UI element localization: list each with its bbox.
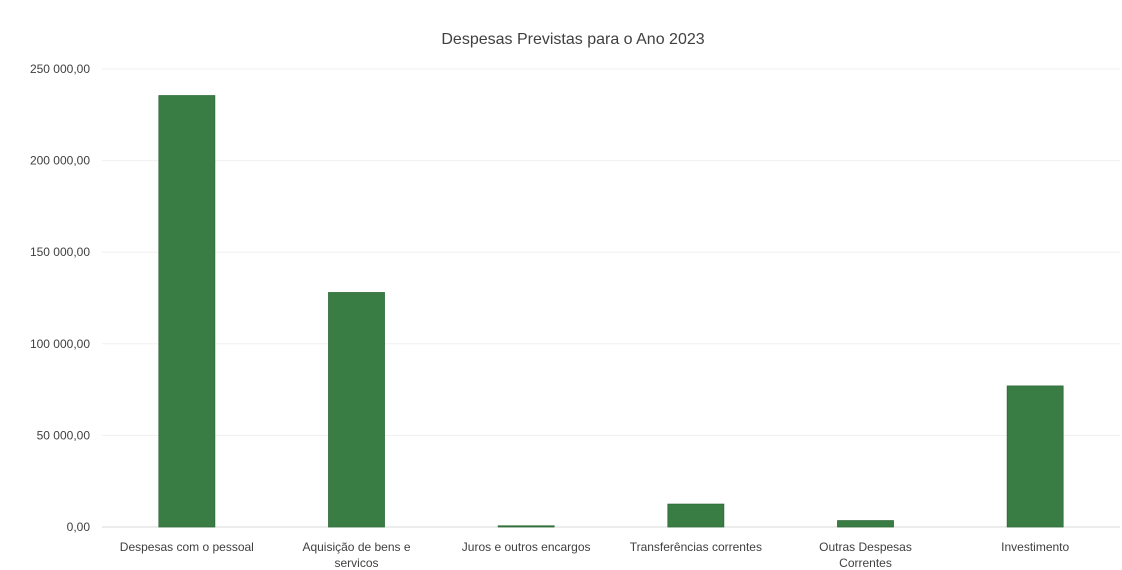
bar bbox=[1006, 385, 1064, 528]
bars bbox=[158, 95, 1064, 528]
bar bbox=[158, 95, 216, 528]
y-tick-label: 50 000,00 bbox=[37, 428, 91, 442]
x-category-label: Investimento bbox=[1001, 540, 1069, 554]
x-category-label: Despesas com o pessoal bbox=[120, 540, 254, 554]
chart-title: Despesas Previstas para o Ano 2023 bbox=[441, 31, 704, 48]
x-category-label: Juros e outros encargos bbox=[462, 540, 591, 554]
y-tick-label: 150 000,00 bbox=[30, 245, 90, 259]
y-tick-label: 200 000,00 bbox=[30, 154, 90, 168]
bar bbox=[837, 520, 894, 528]
gridlines bbox=[102, 68, 1120, 436]
x-category-label: Outras Despesas Correntes bbox=[819, 540, 912, 570]
y-tick-label: 250 000,00 bbox=[30, 62, 90, 76]
y-axis-ticks: 0,00 50 000,00 100 000,00 150 000,00 200 000… bbox=[30, 62, 90, 534]
y-tick-label: 0,00 bbox=[67, 520, 91, 534]
bar bbox=[497, 525, 555, 528]
bar bbox=[667, 503, 725, 528]
x-category-label: Aquisição de bens e servicos bbox=[302, 540, 410, 570]
x-category-label: Transferências correntes bbox=[630, 540, 762, 554]
y-tick-label: 100 000,00 bbox=[30, 337, 90, 351]
x-axis-categories: Despesas com o pessoal Aquisição de bens … bbox=[120, 540, 1070, 570]
bar bbox=[328, 292, 385, 528]
